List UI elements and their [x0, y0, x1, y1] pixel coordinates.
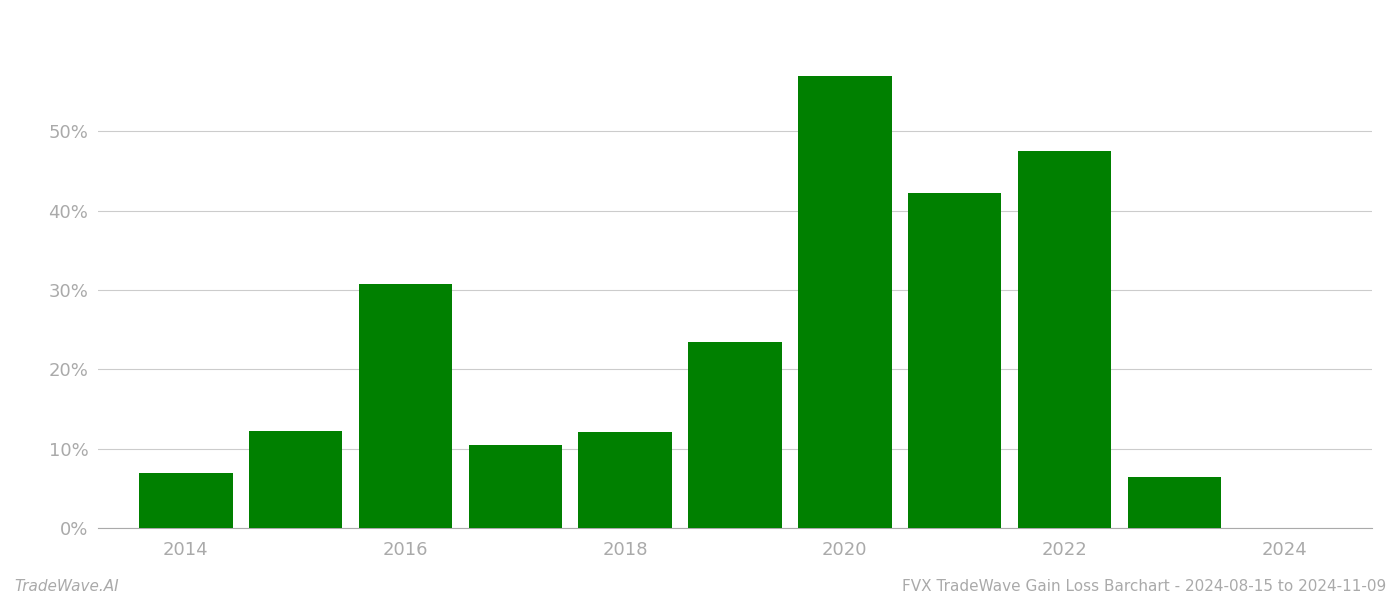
Bar: [249, 431, 343, 528]
Bar: [469, 445, 561, 528]
Text: FVX TradeWave Gain Loss Barchart - 2024-08-15 to 2024-11-09: FVX TradeWave Gain Loss Barchart - 2024-…: [902, 579, 1386, 594]
Bar: [1127, 477, 1221, 528]
Bar: [1018, 151, 1112, 528]
Bar: [689, 341, 781, 528]
Bar: [798, 76, 892, 528]
Bar: [139, 473, 232, 528]
Bar: [358, 284, 452, 528]
Text: TradeWave.AI: TradeWave.AI: [14, 579, 119, 594]
Bar: [578, 432, 672, 528]
Bar: [909, 193, 1001, 528]
